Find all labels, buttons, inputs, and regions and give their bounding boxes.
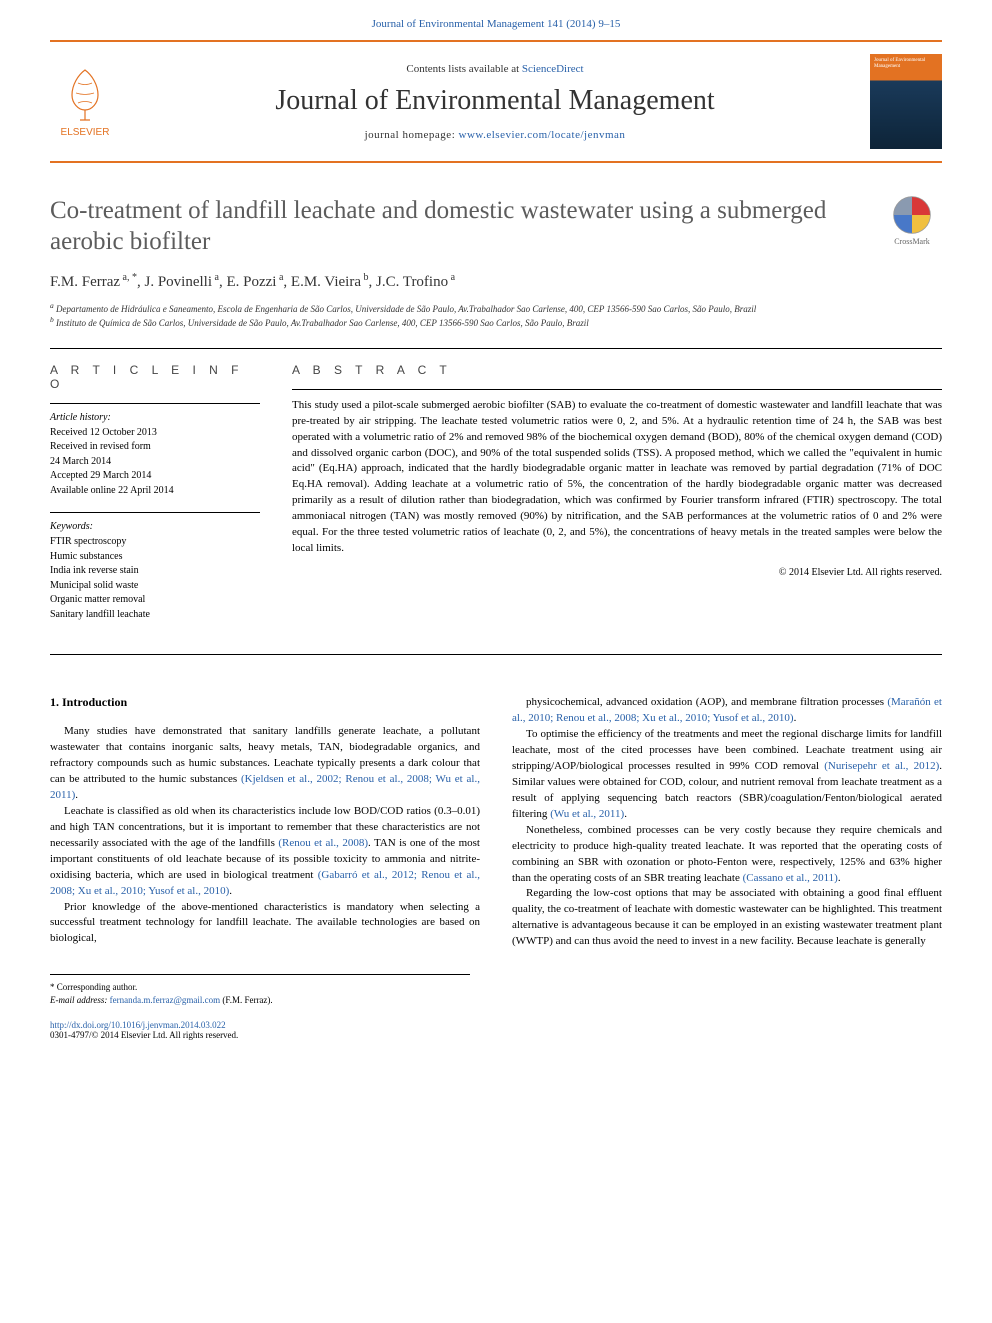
- body-paragraph: Regarding the low-cost options that may …: [512, 886, 942, 950]
- cover-title: Journal of Environmental Management: [874, 58, 938, 69]
- abstract-copyright: © 2014 Elsevier Ltd. All rights reserved…: [292, 567, 942, 578]
- homepage-link[interactable]: www.elsevier.com/locate/jenvman: [459, 129, 626, 141]
- elsevier-logo[interactable]: ELSEVIER: [50, 59, 120, 144]
- crossmark-label: CrossMark: [894, 237, 930, 246]
- homepage-prefix: journal homepage:: [365, 129, 459, 141]
- info-abstract-row: A R T I C L E I N F O Article history: R…: [50, 363, 942, 637]
- corresponding-author: * Corresponding author.: [50, 981, 470, 994]
- article-info-heading: A R T I C L E I N F O: [50, 363, 260, 391]
- email-line: E-mail address: fernanda.m.ferraz@gmail.…: [50, 994, 470, 1007]
- body-paragraph: To optimise the efficiency of the treatm…: [512, 727, 942, 823]
- article-history-block: Article history: Received 12 October 201…: [50, 403, 260, 499]
- journal-header: ELSEVIER Contents lists available at Sci…: [50, 40, 942, 163]
- affiliations: a Departamento de Hidráulica e Saneament…: [50, 301, 862, 330]
- title-section: Co-treatment of landfill leachate and do…: [50, 195, 942, 330]
- body-columns: 1. Introduction Many studies have demons…: [50, 695, 942, 950]
- body-paragraph: Prior knowledge of the above-mentioned c…: [50, 900, 480, 948]
- authors-line: F.M. Ferraz a, *, J. Povinelli a, E. Poz…: [50, 272, 862, 291]
- email-label: E-mail address:: [50, 995, 110, 1005]
- abstract-section: A B S T R A C T This study used a pilot-…: [292, 363, 942, 637]
- keywords-block: Keywords: FTIR spectroscopyHumic substan…: [50, 512, 260, 622]
- elsevier-tree-icon: [60, 65, 110, 125]
- history-lines: Received 12 October 2013Received in revi…: [50, 426, 260, 499]
- history-label: Article history:: [50, 412, 260, 423]
- article-info: A R T I C L E I N F O Article history: R…: [50, 363, 260, 637]
- doi-link[interactable]: http://dx.doi.org/10.1016/j.jenvman.2014…: [50, 1020, 226, 1030]
- sciencedirect-link[interactable]: ScienceDirect: [522, 63, 584, 75]
- journal-cover-thumbnail[interactable]: Journal of Environmental Management: [870, 54, 942, 149]
- email-link[interactable]: fernanda.m.ferraz@gmail.com: [110, 995, 220, 1005]
- elsevier-label: ELSEVIER: [61, 127, 110, 138]
- body-paragraph: Leachate is classified as old when its c…: [50, 804, 480, 900]
- body-paragraph: Many studies have demonstrated that sani…: [50, 724, 480, 804]
- citation-header: Journal of Environmental Management 141 …: [0, 0, 992, 40]
- body-paragraph: physicochemical, advanced oxidation (AOP…: [512, 695, 942, 727]
- abstract-text: This study used a pilot-scale submerged …: [292, 389, 942, 557]
- section-heading-intro: 1. Introduction: [50, 695, 480, 710]
- article-title: Co-treatment of landfill leachate and do…: [50, 195, 862, 258]
- body-paragraph: Nonetheless, combined processes can be v…: [512, 823, 942, 887]
- crossmark-badge[interactable]: CrossMark: [882, 195, 942, 255]
- email-suffix: (F.M. Ferraz).: [220, 995, 273, 1005]
- header-center: Contents lists available at ScienceDirec…: [136, 63, 854, 141]
- footer: http://dx.doi.org/10.1016/j.jenvman.2014…: [50, 1020, 942, 1040]
- journal-name: Journal of Environmental Management: [136, 85, 854, 117]
- keywords-lines: FTIR spectroscopyHumic substancesIndia i…: [50, 535, 260, 622]
- issn-copyright: 0301-4797/© 2014 Elsevier Ltd. All right…: [50, 1030, 942, 1040]
- journal-homepage: journal homepage: www.elsevier.com/locat…: [136, 129, 854, 141]
- contents-prefix: Contents lists available at: [406, 63, 521, 75]
- divider-top: [50, 348, 942, 349]
- contents-line: Contents lists available at ScienceDirec…: [136, 63, 854, 75]
- abstract-heading: A B S T R A C T: [292, 363, 942, 377]
- crossmark-icon: [892, 195, 932, 235]
- body-col-right: physicochemical, advanced oxidation (AOP…: [512, 695, 942, 950]
- footnotes: * Corresponding author. E-mail address: …: [50, 974, 470, 1006]
- body-col-left: 1. Introduction Many studies have demons…: [50, 695, 480, 950]
- keywords-label: Keywords:: [50, 521, 260, 532]
- divider-bottom: [50, 654, 942, 655]
